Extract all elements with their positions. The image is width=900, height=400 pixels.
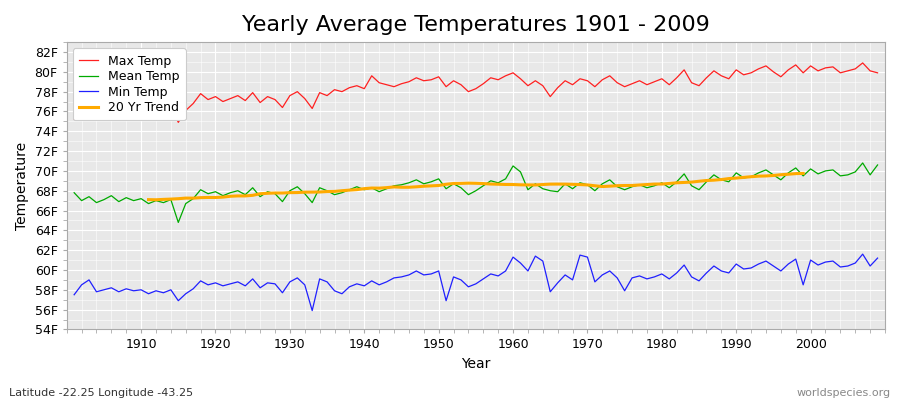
Min Temp: [307, 308, 318, 313]
Legend: Max Temp, Mean Temp, Min Temp, 20 Yr Trend: Max Temp, Mean Temp, Min Temp, 20 Yr Tre…: [73, 48, 185, 120]
20 Yr Trend: [232, 194, 243, 198]
Max Temp: [129, 107, 140, 112]
20 Yr Trend: [150, 197, 161, 202]
Y-axis label: Temperature: Temperature: [15, 142, 29, 230]
X-axis label: Year: Year: [461, 357, 491, 371]
Text: Latitude -22.25 Longitude -43.25: Latitude -22.25 Longitude -43.25: [9, 388, 194, 398]
Max Temp: [872, 70, 883, 75]
Mean Temp: [300, 191, 310, 196]
20 Yr Trend: [143, 197, 154, 202]
Mean Temp: [872, 162, 883, 167]
Mean Temp: [173, 220, 184, 225]
Max Temp: [515, 76, 526, 81]
Min Temp: [872, 256, 883, 260]
Max Temp: [858, 60, 868, 65]
Min Temp: [129, 288, 140, 293]
Max Temp: [605, 73, 616, 78]
Max Temp: [173, 120, 184, 125]
Min Temp: [292, 276, 302, 280]
20 Yr Trend: [403, 185, 414, 190]
Mean Temp: [68, 190, 79, 195]
Mean Temp: [858, 160, 868, 165]
Mean Temp: [508, 164, 518, 168]
Mean Temp: [605, 178, 616, 182]
Max Temp: [344, 85, 355, 90]
Line: Max Temp: Max Temp: [74, 63, 878, 122]
Max Temp: [508, 70, 518, 75]
Line: Min Temp: Min Temp: [74, 254, 878, 310]
Title: Yearly Average Temperatures 1901 - 2009: Yearly Average Temperatures 1901 - 2009: [242, 15, 710, 35]
Min Temp: [68, 292, 79, 297]
Min Temp: [858, 252, 868, 256]
Line: 20 Yr Trend: 20 Yr Trend: [148, 173, 803, 200]
20 Yr Trend: [485, 182, 496, 186]
20 Yr Trend: [797, 171, 808, 176]
Mean Temp: [129, 198, 140, 203]
Text: worldspecies.org: worldspecies.org: [796, 388, 891, 398]
20 Yr Trend: [731, 176, 742, 180]
20 Yr Trend: [218, 195, 229, 200]
Mean Temp: [515, 170, 526, 174]
Max Temp: [300, 96, 310, 101]
Line: Mean Temp: Mean Temp: [74, 163, 878, 222]
20 Yr Trend: [284, 190, 295, 195]
Min Temp: [605, 268, 616, 273]
Max Temp: [68, 117, 79, 122]
Min Temp: [508, 255, 518, 260]
Mean Temp: [344, 187, 355, 192]
Min Temp: [515, 261, 526, 266]
Min Temp: [344, 284, 355, 289]
